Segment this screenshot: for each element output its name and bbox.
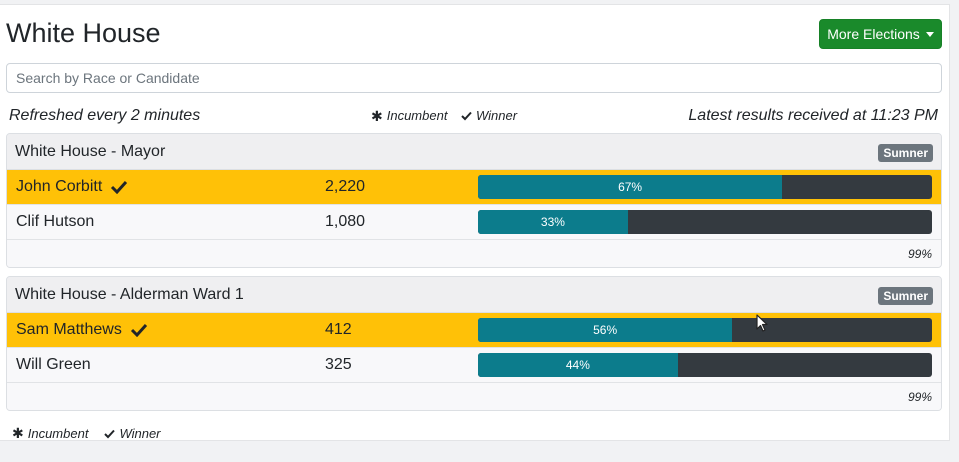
- race-header: White House - Alderman Ward 1 Sumner: [7, 277, 941, 313]
- asterisk-icon: ✱: [371, 108, 383, 124]
- refresh-note: Refreshed every 2 minutes: [9, 107, 201, 124]
- footer-incumbent-label: Incumbent: [27, 426, 89, 441]
- caret-down-icon: [925, 31, 934, 37]
- candidate-name: John Corbitt: [16, 178, 103, 195]
- vote-bar-fill: 67%: [478, 175, 783, 199]
- reporting-row: 99%: [7, 383, 941, 410]
- incumbent-legend: ✱ Incumbent: [371, 108, 447, 124]
- candidate-votes: 1,080: [325, 213, 366, 230]
- search-input[interactable]: [6, 63, 942, 93]
- vote-bar: 67%: [478, 175, 932, 199]
- candidate-votes: 2,220: [325, 178, 366, 195]
- winner-legend-label: Winner: [476, 108, 518, 123]
- candidate-row: Clif Hutson 1,080 33%: [7, 205, 941, 240]
- latest-results-time: Latest results received at 11:23 PM: [688, 107, 938, 124]
- vote-bar: 44%: [478, 353, 932, 377]
- vote-bar: 56%: [478, 318, 932, 342]
- precincts-reporting: 99%: [907, 390, 932, 404]
- page-title: White House: [6, 18, 161, 48]
- race-card: White House - Mayor Sumner John Corbitt …: [6, 133, 942, 268]
- info-row: Refreshed every 2 minutes ✱ Incumbent Wi…: [0, 106, 950, 126]
- vote-bar-fill: 33%: [478, 210, 628, 234]
- race-header: White House - Mayor Sumner: [7, 134, 941, 170]
- candidate-votes: 412: [325, 321, 352, 338]
- incumbent-legend-label: Incumbent: [386, 108, 448, 123]
- county-badge: Sumner: [878, 144, 933, 162]
- candidate-name-wrap: Sam Matthews: [16, 321, 148, 339]
- more-elections-label: More Elections: [827, 26, 920, 42]
- winner-check-icon: [111, 180, 128, 194]
- vote-bar-fill: 56%: [478, 318, 733, 342]
- candidate-name-wrap: John Corbitt: [16, 178, 128, 196]
- candidate-name-wrap: Clif Hutson: [16, 213, 94, 231]
- footer-winner-label: Winner: [119, 426, 161, 441]
- vote-bar-fill: 44%: [478, 353, 678, 377]
- county-badge: Sumner: [878, 287, 933, 305]
- winner-legend: Winner: [461, 108, 517, 124]
- candidate-name-wrap: Will Green: [16, 356, 91, 374]
- race-title: White House - Alderman Ward 1: [15, 286, 244, 303]
- candidate-row: Will Green 325 44%: [7, 348, 941, 383]
- candidate-name: Clif Hutson: [16, 213, 95, 230]
- footer-winner-legend: Winner: [104, 425, 161, 442]
- vote-bar: 33%: [478, 210, 932, 234]
- reporting-row: 99%: [7, 240, 941, 267]
- more-elections-button[interactable]: More Elections: [819, 19, 942, 49]
- check-icon: [461, 111, 472, 121]
- winner-check-icon: [130, 323, 147, 337]
- asterisk-icon: ✱: [12, 425, 24, 441]
- candidate-votes: 325: [325, 356, 352, 373]
- candidate-name: Will Green: [16, 356, 91, 373]
- race-card: White House - Alderman Ward 1 Sumner Sam…: [6, 276, 942, 411]
- precincts-reporting: 99%: [907, 247, 932, 261]
- mouse-cursor-icon: [756, 314, 768, 332]
- results-panel: White House More Elections Refreshed eve…: [0, 4, 950, 441]
- candidate-name: Sam Matthews: [16, 321, 122, 338]
- candidate-row: John Corbitt 2,220 67%: [7, 170, 941, 205]
- footer-legend: ✱ Incumbent Winner: [12, 425, 161, 442]
- check-icon: [104, 429, 116, 438]
- race-title: White House - Mayor: [15, 143, 166, 160]
- candidate-row: Sam Matthews 412 56%: [7, 313, 941, 348]
- footer-incumbent-legend: ✱ Incumbent: [12, 425, 88, 442]
